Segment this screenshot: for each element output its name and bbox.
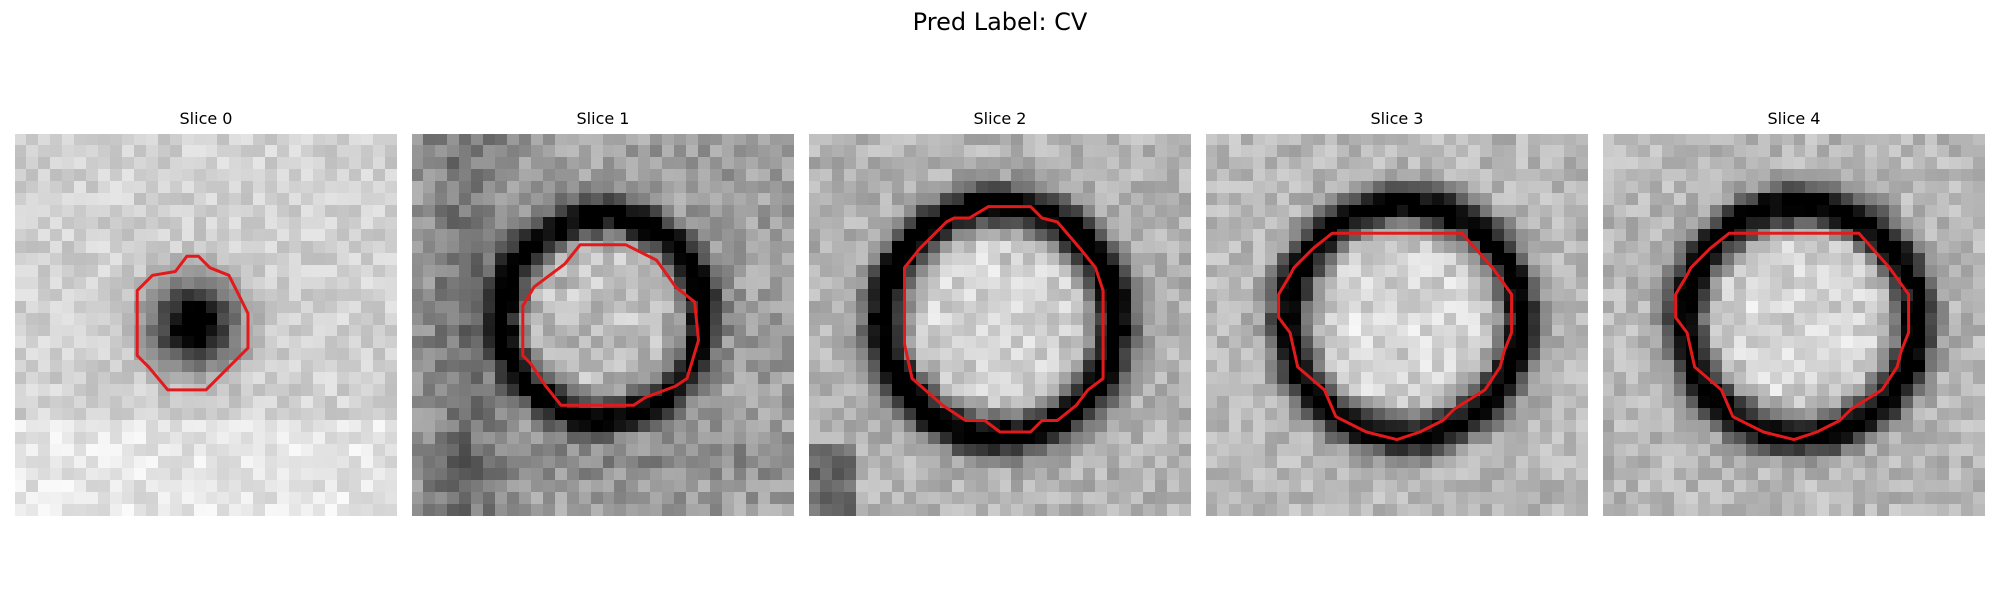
slice-panel-2: Slice 2 — [809, 106, 1191, 566]
slice-image — [15, 134, 397, 516]
slice-title: Slice 1 — [576, 109, 630, 128]
slice-image — [412, 134, 794, 516]
slice-title: Slice 2 — [973, 109, 1027, 128]
slice-title: Slice 4 — [1767, 109, 1821, 128]
slice-panel-0: Slice 0 — [15, 106, 397, 566]
contour-polygon — [135, 254, 250, 392]
slice-panel-1: Slice 1 — [412, 106, 794, 566]
segmentation-contour — [1277, 231, 1514, 442]
contour-polygon — [521, 243, 700, 407]
slice-title: Slice 0 — [179, 109, 233, 128]
contour-polygon — [903, 205, 1105, 434]
figure-title: Pred Label: CV — [912, 8, 1088, 36]
slice-panel-4: Slice 4 — [1603, 106, 1985, 566]
slice-panel-3: Slice 3 — [1206, 106, 1588, 566]
slice-image — [1603, 134, 1985, 516]
segmentation-contour — [1674, 231, 1911, 442]
contour-polygon — [1674, 231, 1911, 442]
slice-title: Slice 3 — [1370, 109, 1424, 128]
slice-image — [1206, 134, 1588, 516]
contour-polygon — [1277, 231, 1514, 442]
segmentation-contour — [903, 205, 1105, 434]
segmentation-contour — [135, 254, 250, 392]
slice-image — [809, 134, 1191, 516]
segmentation-contour — [521, 243, 700, 407]
